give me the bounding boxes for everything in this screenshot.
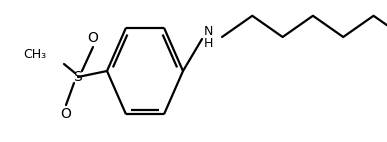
Text: N
H: N H xyxy=(203,25,213,50)
Text: S: S xyxy=(74,70,82,84)
Text: O: O xyxy=(87,31,98,45)
Text: O: O xyxy=(60,107,72,121)
Text: CH₃: CH₃ xyxy=(23,48,46,60)
